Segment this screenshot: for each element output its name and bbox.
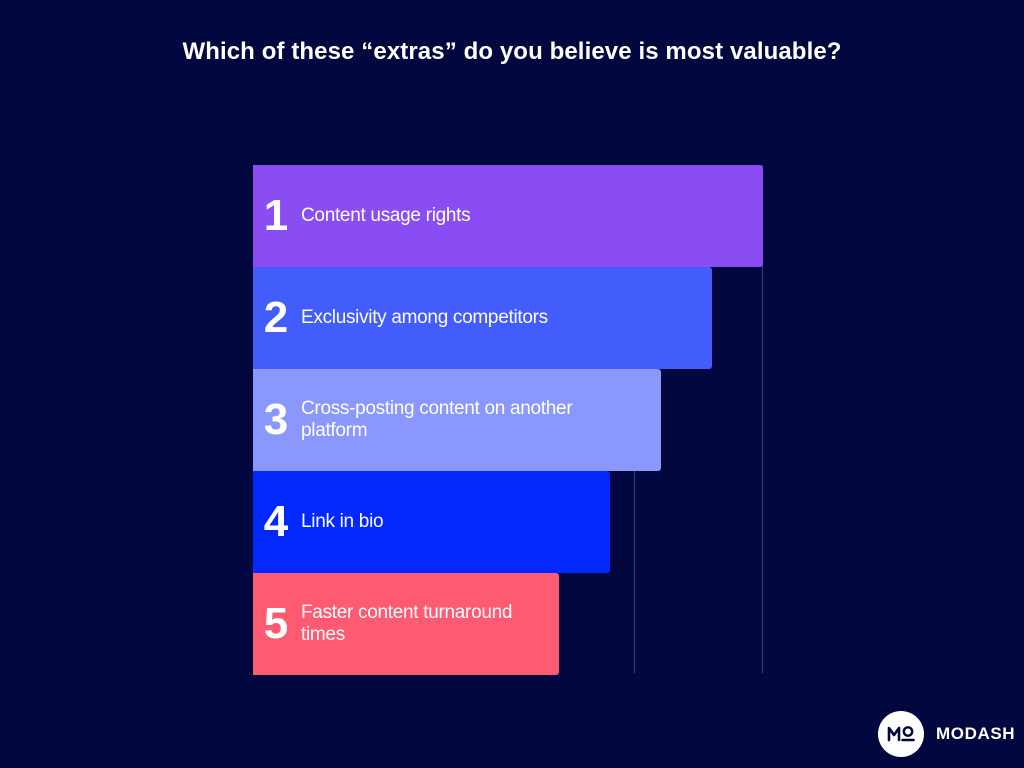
bar-label: Link in bio xyxy=(301,511,384,532)
bar-rank-number: 3 xyxy=(263,395,289,444)
bar-label: Faster content turnaround times xyxy=(301,602,513,645)
bar-label: Content usage rights xyxy=(301,205,471,226)
bar-rank-number: 5 xyxy=(263,599,289,648)
bar-rank-number: 1 xyxy=(263,191,289,240)
bar-2: 2 Exclusivity among competitors xyxy=(253,267,712,369)
bar-4: 4 Link in bio xyxy=(253,471,610,573)
bar-label: Cross-posting content on another platfor… xyxy=(301,398,573,441)
bar-rank-number: 2 xyxy=(263,293,289,342)
bar-label: Exclusivity among competitors xyxy=(301,307,548,328)
ranked-bars: 1 Content usage rights 2 Exclusivity among … xyxy=(253,165,773,675)
bar-5: 5 Faster content turnaround times xyxy=(253,573,559,675)
grid-line xyxy=(762,165,763,673)
bar-3: 3 Cross-posting content on another platfo… xyxy=(253,369,661,471)
bar-rank-number: 4 xyxy=(263,497,289,546)
bar-1: 1 Content usage rights xyxy=(253,165,763,267)
chart-title: Which of these “extras” do you believe i… xyxy=(182,38,842,65)
modash-logo-icon xyxy=(878,711,924,757)
brand-name: MODASH xyxy=(936,724,1016,743)
